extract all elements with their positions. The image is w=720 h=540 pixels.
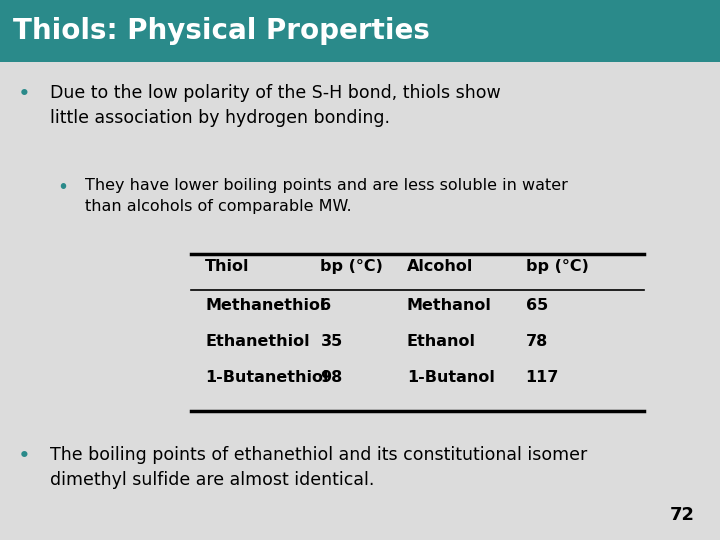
Text: 78: 78 [526, 334, 548, 349]
Text: •: • [18, 446, 31, 466]
Text: •: • [18, 84, 31, 104]
Bar [0, 0, 720, 62]
Text: bp (°C): bp (°C) [320, 259, 383, 274]
Text: 1-Butanol: 1-Butanol [407, 370, 495, 384]
Text: The boiling points of ethanethiol and its constitutional isomer
dimethyl sulfide: The boiling points of ethanethiol and it… [50, 446, 588, 489]
Text: Ethanethiol: Ethanethiol [205, 334, 310, 349]
Text: 72: 72 [670, 506, 695, 524]
Text: 1-Butanethiol: 1-Butanethiol [205, 370, 329, 384]
Text: 6: 6 [320, 299, 331, 313]
Text: 35: 35 [320, 334, 343, 349]
Text: Alcohol: Alcohol [407, 259, 473, 274]
Text: bp (°C): bp (°C) [526, 259, 588, 274]
Text: Due to the low polarity of the S-H bond, thiols show
little association by hydro: Due to the low polarity of the S-H bond,… [50, 84, 501, 127]
Text: Methanol: Methanol [407, 299, 492, 313]
Text: Methanethiol: Methanethiol [205, 299, 325, 313]
Text: 117: 117 [526, 370, 559, 384]
Text: 98: 98 [320, 370, 343, 384]
Text: Thiol: Thiol [205, 259, 250, 274]
Text: •: • [58, 178, 68, 197]
Text: They have lower boiling points and are less soluble in water
than alcohols of co: They have lower boiling points and are l… [85, 178, 568, 214]
Text: Thiols: Physical Properties: Thiols: Physical Properties [13, 17, 430, 45]
Text: Ethanol: Ethanol [407, 334, 476, 349]
Text: 65: 65 [526, 299, 548, 313]
